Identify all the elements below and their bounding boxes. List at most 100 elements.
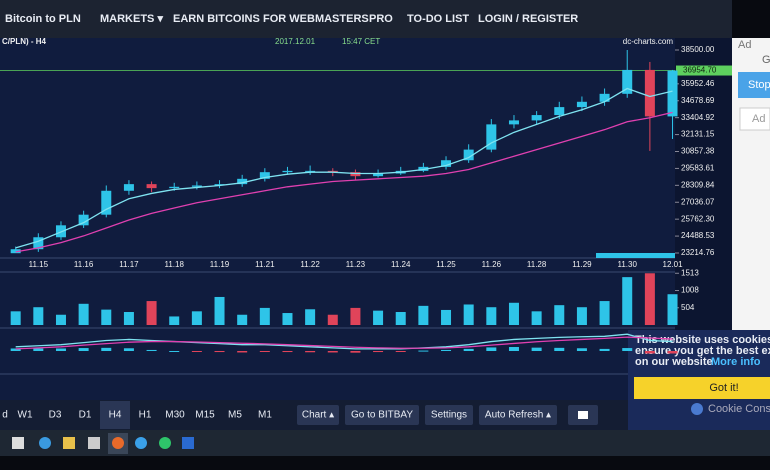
signal-line bbox=[15, 336, 673, 350]
ad-box bbox=[739, 107, 770, 131]
volume-bar bbox=[622, 277, 633, 325]
candle-body bbox=[441, 160, 452, 167]
nav-item[interactable]: FOR WEBMASTERS bbox=[263, 13, 369, 25]
x-tick-label: 11.30 bbox=[618, 260, 638, 269]
taskbar-icon[interactable] bbox=[12, 437, 24, 449]
macd-bar bbox=[169, 351, 180, 352]
symbol: C/PLN) - H4 bbox=[2, 37, 47, 46]
brand[interactable]: Bitcoin to PLN bbox=[5, 13, 81, 25]
macd-bar bbox=[531, 347, 542, 351]
macd-bar bbox=[191, 351, 202, 352]
timeframe[interactable]: W1 bbox=[18, 410, 33, 421]
nav-item[interactable]: TO-DO LIST bbox=[407, 13, 469, 25]
macd-bar bbox=[55, 348, 66, 351]
x-tick-label: 12.01 bbox=[663, 260, 684, 269]
toolbar-button[interactable] bbox=[297, 405, 339, 425]
taskbar-icon[interactable] bbox=[182, 437, 194, 449]
y-tick-label: 30857.38 bbox=[681, 147, 715, 156]
candle-body bbox=[10, 249, 21, 254]
nav-item[interactable]: MARKETS ▾ bbox=[100, 13, 163, 25]
taskbar-icon[interactable] bbox=[159, 437, 171, 449]
candle-body bbox=[508, 120, 519, 125]
y-tick-label: 24488.53 bbox=[681, 231, 715, 240]
volume-bar bbox=[237, 314, 248, 325]
cookie-link[interactable]: More info bbox=[711, 356, 761, 368]
volume-bar bbox=[327, 314, 338, 325]
chart-area bbox=[0, 38, 732, 400]
nav-item[interactable]: EARN BITCOINS bbox=[173, 13, 260, 25]
volume-bar bbox=[599, 301, 610, 325]
volume-bar bbox=[395, 312, 406, 325]
timeframe[interactable]: M1 bbox=[258, 410, 272, 421]
camera-icon bbox=[578, 411, 588, 419]
macd-bar bbox=[622, 348, 633, 351]
macd-line bbox=[15, 333, 673, 350]
timeframe[interactable]: d bbox=[2, 410, 8, 421]
cookie-text: ensure you get the best exp bbox=[635, 345, 770, 357]
nav-item[interactable]: LOGIN / REGISTER bbox=[478, 13, 578, 25]
toolbar-button-text: Auto Refresh ▴ bbox=[485, 410, 551, 421]
candle-body bbox=[373, 173, 384, 177]
candle-body bbox=[667, 70, 678, 117]
taskbar-icon[interactable] bbox=[63, 437, 75, 449]
taskbar-icon[interactable] bbox=[88, 437, 100, 449]
y-tick-label: 1513 bbox=[681, 268, 699, 277]
toolbar-button[interactable] bbox=[479, 405, 557, 425]
cookie-button-text: Got it! bbox=[709, 382, 738, 394]
candle-body bbox=[531, 115, 542, 121]
x-tick-label: 11.23 bbox=[346, 260, 366, 269]
y-tick-label: 25762.30 bbox=[681, 214, 715, 223]
timeframe[interactable]: M5 bbox=[228, 410, 242, 421]
volume-bar bbox=[10, 311, 21, 325]
ad-button[interactable] bbox=[738, 72, 770, 98]
volume-bar bbox=[214, 296, 225, 325]
candle-body bbox=[486, 124, 497, 150]
y-tick-label: 27036.07 bbox=[681, 197, 715, 206]
macd-bar bbox=[554, 347, 565, 351]
x-tick-label: 11.19 bbox=[210, 260, 230, 269]
x-tick-label: 11.22 bbox=[300, 260, 320, 269]
x-tick-label: 11.21 bbox=[255, 260, 275, 269]
candle-body bbox=[282, 170, 293, 173]
volume-bar bbox=[418, 305, 429, 325]
volume-bar bbox=[78, 303, 89, 325]
volume-bar bbox=[531, 311, 542, 325]
macd-bar bbox=[508, 347, 519, 351]
candle-body bbox=[169, 186, 180, 189]
y-tick-label: 504 bbox=[681, 303, 695, 312]
taskbar-icon[interactable] bbox=[135, 437, 147, 449]
macd-bar bbox=[667, 351, 678, 354]
timeframe[interactable]: H4 bbox=[109, 410, 122, 421]
toolbar-button-text: Go to BITBAY bbox=[351, 410, 413, 421]
volume-bar bbox=[576, 307, 587, 325]
timeframe[interactable]: H1 bbox=[139, 410, 152, 421]
x-tick-label: 11.17 bbox=[119, 260, 139, 269]
taskbar-icon[interactable] bbox=[39, 437, 51, 449]
toolbar-items: d W1 D3 D1 H4 H1 M30 M15 M5 M1 Chart ▴ Go to BITBAY… bbox=[2, 401, 557, 429]
toolbar-button[interactable] bbox=[345, 405, 419, 425]
volume-bar bbox=[146, 301, 157, 325]
macd-bar bbox=[463, 348, 474, 351]
x-tick-label: 11.28 bbox=[527, 260, 547, 269]
nav-item[interactable]: PRO bbox=[369, 13, 393, 25]
candle-body bbox=[259, 172, 270, 179]
volume-bar bbox=[33, 307, 44, 325]
macd-bar bbox=[599, 348, 610, 351]
taskbar-icon bbox=[112, 437, 124, 449]
macd-bar bbox=[10, 348, 21, 351]
macd-bar bbox=[101, 347, 112, 351]
timeframe[interactable]: D3 bbox=[49, 410, 62, 421]
macd-bar bbox=[33, 348, 44, 351]
x-tick-label: 11.16 bbox=[74, 260, 94, 269]
toolbar-button-text: Settings bbox=[431, 410, 467, 421]
timeframe[interactable]: D1 bbox=[79, 410, 92, 421]
timeframe[interactable]: M30 bbox=[165, 410, 185, 421]
timeframe[interactable]: M15 bbox=[195, 410, 215, 421]
cookie-text: This website uses cookies t bbox=[635, 334, 770, 346]
current-price-box bbox=[676, 65, 732, 76]
toolbar-button[interactable] bbox=[425, 405, 473, 425]
cookie-button[interactable] bbox=[634, 377, 770, 399]
volume-bar bbox=[169, 316, 180, 325]
ma-fast-line bbox=[15, 87, 673, 249]
volume-bar bbox=[667, 294, 678, 325]
